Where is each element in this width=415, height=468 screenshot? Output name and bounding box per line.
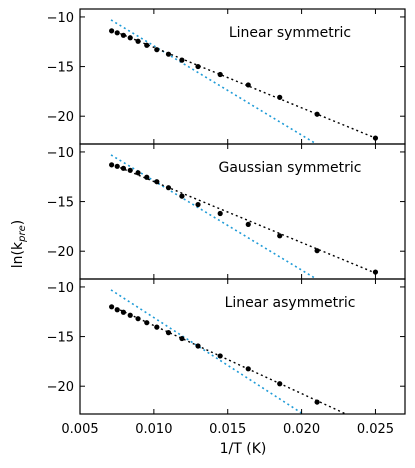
y-tick-label: −10 [47, 11, 74, 26]
panel-title: Gaussian symmetric [219, 160, 362, 176]
panel-2: −10 −15 −20 Gaussian symmetric [47, 143, 406, 280]
panel-frame [79, 278, 406, 415]
x-axis-label: 1/T (K) [220, 441, 267, 457]
data-point [127, 35, 133, 41]
data-point [245, 221, 251, 228]
x-tick-label: 0.005 [61, 422, 98, 437]
data-point [135, 316, 141, 322]
data-point [217, 210, 223, 217]
data-point [372, 269, 379, 275]
data-point [165, 330, 172, 336]
data-point [144, 42, 150, 48]
fit-line [110, 305, 347, 414]
data-point [109, 162, 115, 168]
data-point [195, 63, 201, 70]
data-point [217, 353, 223, 359]
data-point [114, 30, 120, 36]
fit-line [110, 163, 376, 274]
x-tick-label: 0.020 [283, 422, 320, 437]
y-tick-label: −15 [47, 196, 74, 211]
panel-title: Linear asymmetric [225, 295, 356, 311]
y-tick-label: −15 [47, 61, 74, 76]
data-point [179, 57, 185, 63]
data-point [179, 335, 185, 342]
data-point [114, 307, 120, 313]
y-axis-label-base: ln(k [10, 241, 26, 268]
fit-line [110, 29, 376, 139]
data-point [120, 165, 127, 171]
data-point [127, 167, 133, 173]
data-point [372, 135, 379, 141]
x-tick-label: 0.025 [357, 422, 394, 437]
data-point [114, 163, 120, 169]
data-point [245, 82, 251, 88]
x-tick-label: 0.015 [209, 422, 246, 437]
data-point [195, 201, 201, 208]
y-tick-label: −10 [47, 146, 74, 161]
y-tick-label: −10 [47, 281, 74, 296]
data-point [217, 71, 223, 78]
reference-line [110, 289, 304, 414]
y-axis-label-subscript: pre [17, 225, 28, 243]
data-point [154, 47, 160, 53]
data-point [109, 28, 115, 34]
panel-1: −10 −15 −20 Linear symmetric [47, 8, 406, 145]
data-point [127, 312, 133, 318]
data-point [314, 248, 320, 254]
panel-title: Linear symmetric [229, 25, 351, 41]
y-tick-label: −20 [47, 110, 74, 125]
data-point [314, 111, 320, 117]
data-point [154, 179, 160, 185]
data-point [109, 304, 115, 310]
y-tick-label: −20 [47, 380, 74, 395]
data-point [135, 38, 141, 44]
data-point [120, 32, 127, 38]
y-tick-label: −20 [47, 245, 74, 260]
data-point [277, 381, 283, 387]
y-tick-label: −15 [47, 331, 74, 346]
y-axis-label-close: ) [10, 220, 26, 225]
data-point [179, 193, 185, 199]
data-point [120, 309, 127, 315]
data-point [245, 366, 251, 372]
data-point [135, 170, 141, 176]
panels-layer: −10 −15 −20 Linear symmetric −10 −15 −20 Gaussi… [47, 8, 406, 437]
x-tick-label: 0.010 [135, 422, 172, 437]
data-point [154, 324, 160, 330]
data-point [144, 320, 150, 326]
data-point [277, 233, 283, 239]
data-point [165, 185, 172, 191]
panel-3: −10 −15 −20 Linear asymmetric [47, 278, 406, 415]
data-point [195, 343, 201, 349]
data-point [314, 399, 320, 405]
data-point [144, 174, 150, 180]
y-axis-label: ln(kpre) [10, 220, 28, 268]
data-point [165, 51, 172, 57]
data-point [277, 94, 283, 100]
